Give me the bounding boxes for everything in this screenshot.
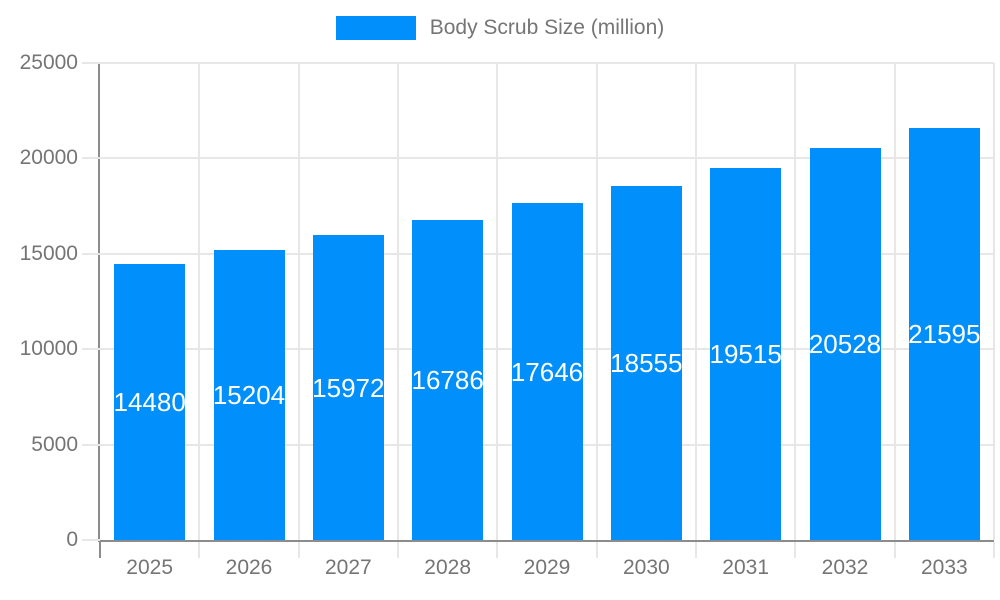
y-axis-tick-label: 5000	[31, 432, 78, 456]
y-axis-tick	[82, 62, 100, 64]
y-axis-tick	[82, 157, 100, 160]
gridline-vertical	[297, 63, 300, 540]
bar-value-label: 15972	[312, 372, 385, 403]
gridline-vertical	[893, 63, 896, 540]
bar[interactable]: 20528	[808, 148, 882, 540]
gridline-vertical	[993, 63, 995, 540]
bar[interactable]: 19515	[709, 167, 782, 540]
x-axis-tick	[993, 542, 995, 558]
x-axis-tick-label: 2033	[920, 556, 968, 579]
bar-value-label: 20528	[808, 329, 882, 360]
x-axis-tick	[99, 542, 101, 558]
bar[interactable]: 17646	[510, 203, 584, 540]
x-axis-tick	[893, 542, 896, 558]
legend-label: Body Scrub Size (million)	[429, 16, 665, 39]
gridline-vertical	[695, 63, 697, 540]
y-axis-tick-label: 20000	[19, 146, 78, 170]
gridline-horizontal	[100, 62, 994, 64]
y-axis-tick-label: 10000	[19, 337, 78, 361]
gridline-vertical	[198, 63, 201, 540]
x-axis-tick	[198, 542, 201, 558]
gridline-vertical	[496, 63, 499, 540]
plot-area: 14480 15204 15972 16786 17646 18555 19515 20528…	[98, 62, 995, 542]
gridline-vertical	[794, 63, 797, 540]
y-axis-tick-label: 25000	[19, 51, 78, 74]
legend-swatch	[335, 16, 416, 40]
x-axis-tick-label: 2027	[324, 556, 372, 579]
x-axis-tick	[496, 542, 499, 558]
x-axis-tick	[297, 542, 300, 558]
bar-value-label: 15204	[212, 379, 286, 410]
x-axis-tick-label: 2026	[225, 556, 273, 579]
y-axis-tick	[82, 539, 100, 541]
x-axis-tick-label: 2031	[722, 556, 770, 579]
gridline-vertical	[397, 63, 399, 540]
bar[interactable]: 14480	[113, 263, 186, 540]
gridline-vertical	[595, 63, 598, 540]
x-axis-tick-label: 2029	[523, 556, 571, 579]
y-axis-tick	[82, 348, 100, 351]
bar[interactable]: 16786	[411, 219, 484, 540]
x-axis-tick-label: 2028	[424, 556, 472, 579]
x-axis-tick-label: 2032	[821, 556, 869, 579]
gridline-horizontal	[100, 157, 994, 160]
x-axis-tick	[695, 542, 697, 558]
x-axis-tick	[397, 542, 399, 558]
x-axis-tick	[595, 542, 598, 558]
bar-value-label: 14480	[113, 386, 186, 417]
bar[interactable]: 15972	[312, 235, 385, 540]
bar[interactable]: 21595	[908, 127, 981, 540]
x-axis-tick-label: 2025	[126, 556, 174, 579]
x-axis-tick-label: 2030	[622, 556, 670, 579]
y-axis-tick-label: 15000	[19, 241, 78, 265]
y-axis-tick	[82, 252, 100, 255]
y-axis-tick	[82, 443, 100, 446]
x-axis-tick	[794, 542, 797, 558]
bar-value-label: 17646	[510, 356, 584, 387]
y-axis-tick-label: 0	[66, 528, 78, 551]
bar-value-label: 19515	[709, 338, 782, 369]
legend[interactable]: Body Scrub Size (million)	[0, 16, 1000, 40]
bar[interactable]: 15204	[212, 249, 286, 540]
bar-value-label: 16786	[411, 364, 484, 395]
bar-value-label: 18555	[610, 347, 683, 378]
bar-value-label: 21595	[908, 318, 981, 349]
bar[interactable]: 18555	[610, 185, 683, 540]
